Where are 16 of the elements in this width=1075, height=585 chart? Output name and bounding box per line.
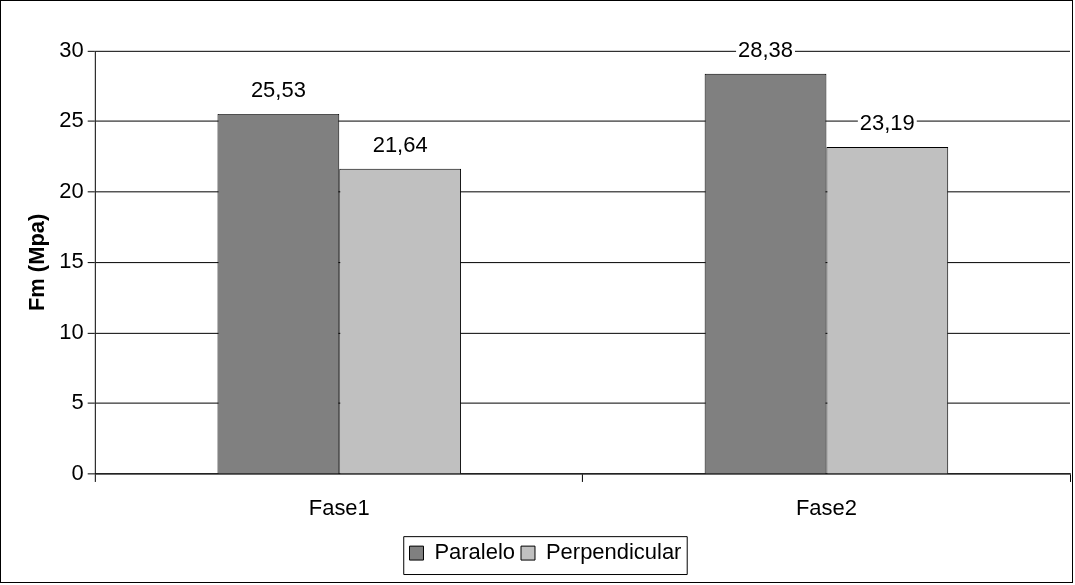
data-label: 23,19 xyxy=(859,110,915,135)
y-tick-label: 30 xyxy=(59,36,84,62)
x-tick-label: Fase1 xyxy=(308,495,370,521)
legend-label: Paralelo xyxy=(434,539,516,565)
data-label: 25,53 xyxy=(250,77,306,102)
y-axis-title: Fm (Mpa) xyxy=(24,213,50,312)
y-tick-label: 20 xyxy=(59,177,84,203)
y-tick-label: 15 xyxy=(59,248,84,274)
y-tick-label: 5 xyxy=(71,389,84,415)
legend-label: Perpendicular xyxy=(545,539,682,565)
y-tick-label: 0 xyxy=(71,460,84,486)
data-label: 28,38 xyxy=(738,36,794,62)
y-tick-label: 25 xyxy=(59,107,84,133)
x-tick-label: Fase2 xyxy=(795,495,857,521)
data-label: 21,64 xyxy=(372,131,428,157)
y-tick-label: 10 xyxy=(59,318,84,344)
